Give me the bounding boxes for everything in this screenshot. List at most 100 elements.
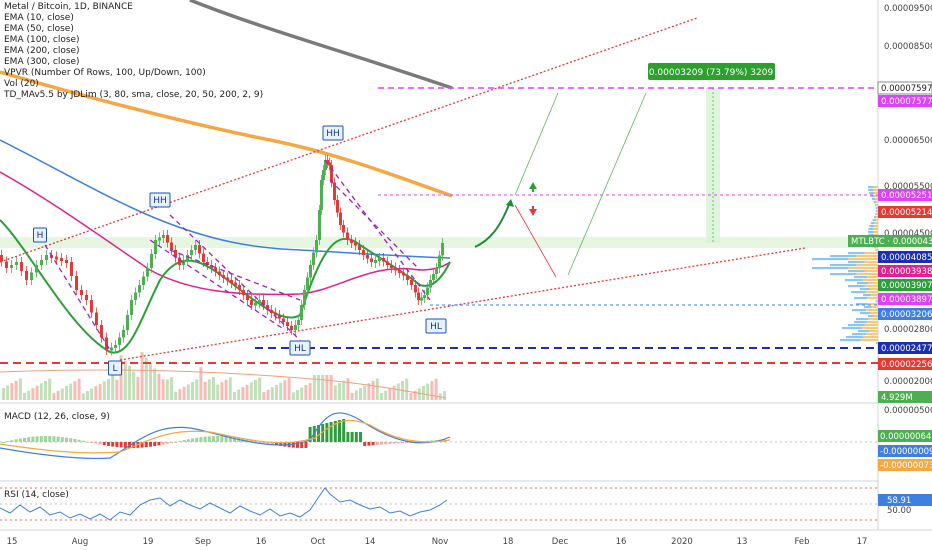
candle — [320, 180, 323, 210]
vpvr-bar — [873, 186, 878, 189]
candle — [423, 295, 426, 298]
vpvr-bar — [877, 210, 878, 213]
macd-histogram-bar — [23, 437, 26, 442]
volume-bar — [262, 392, 266, 400]
price-label: 0.00007597 — [881, 84, 932, 94]
volume-bar — [39, 383, 43, 400]
indicator-ema10[interactable]: EMA (10, close) — [4, 13, 74, 23]
macd-histogram-bar — [65, 437, 68, 442]
volume-bar — [140, 352, 144, 400]
candle — [100, 325, 103, 338]
volume-bar — [170, 377, 173, 400]
pattern-label-box — [425, 318, 447, 334]
volume-bar — [98, 383, 102, 400]
indicator-ema50[interactable]: EMA (50, close) — [4, 24, 74, 34]
volume-bar — [149, 363, 152, 400]
macd-histogram-bar — [300, 442, 304, 448]
macd-histogram-bar — [144, 442, 148, 448]
rsi-tick-label: 50.00 — [887, 506, 911, 516]
time-axis[interactable]: 15 Aug 19 Sep 16 Oct 14 Nov 18 Dec 16 2020 13 Feb 17 — [7, 537, 868, 547]
volume-bar — [161, 379, 165, 400]
candle — [426, 287, 429, 295]
price-label: 0.00004085 — [881, 253, 932, 263]
price-label: 0.00003907 — [881, 281, 932, 291]
price-label-bg — [848, 235, 932, 247]
volume-bar — [174, 391, 178, 400]
x-tick-label: Feb — [794, 537, 809, 547]
vpvr-bar — [873, 201, 877, 204]
indicator-ema200[interactable]: EMA (200, close) — [4, 46, 80, 56]
macd-histogram-bar — [363, 442, 367, 446]
volume-bar — [304, 385, 308, 400]
candle — [417, 292, 420, 300]
price-label: 0.00003897 — [881, 295, 932, 305]
macd-histogram-bar — [35, 436, 39, 442]
candle — [114, 345, 117, 348]
volume-bar — [128, 366, 131, 400]
macd-label[interactable]: MACD (12, 26, close, 9) — [4, 412, 110, 422]
volume-bar — [291, 392, 295, 400]
pattern-label-box — [289, 340, 311, 356]
x-tick-label: Aug — [72, 537, 89, 547]
candle — [429, 280, 432, 288]
indicator-tdma[interactable]: TD_MAv5.5 by JDLim (3, 80, sma, close, 2… — [4, 90, 264, 100]
price-axis[interactable]: 0.00009500 0.00008500 0.00006500 0.00005500… — [848, 4, 932, 516]
vpvr-bar — [875, 213, 877, 216]
macd-line — [0, 412, 451, 460]
indicator-vpvr[interactable]: VPVR (Number Of Rows, 100, Up/Down, 100) — [4, 68, 206, 78]
volume-bar — [132, 371, 136, 400]
macd-histogram-bar — [157, 442, 161, 446]
indicator-ema300[interactable]: EMA (300, close) — [4, 57, 80, 67]
candle — [406, 275, 409, 280]
candle — [420, 297, 423, 301]
indicator-ema100[interactable]: EMA (100, close) — [4, 35, 80, 45]
pattern-label: H — [37, 231, 44, 241]
current-price-band — [0, 237, 878, 248]
volume-bar — [359, 388, 362, 400]
candle — [435, 268, 438, 274]
pattern-label-box — [108, 360, 122, 376]
candle — [362, 250, 365, 255]
volume-bar — [119, 355, 123, 400]
volume-bar — [371, 380, 375, 400]
vpvr-bar — [873, 231, 878, 234]
volume-bar — [123, 360, 127, 400]
candle — [154, 240, 157, 254]
pattern-label: HL — [430, 322, 442, 332]
volume-bar — [212, 377, 215, 400]
volume-bar — [388, 388, 392, 400]
vpvr-bar — [848, 324, 865, 327]
volume-bar — [333, 385, 337, 400]
candle — [122, 330, 125, 338]
candle — [266, 305, 269, 310]
price-label: MTLBTC · 0.00004373 — [851, 237, 932, 247]
vpvr-bar — [872, 198, 876, 201]
candle — [410, 280, 413, 285]
candle — [150, 254, 153, 268]
candle — [15, 262, 18, 265]
candle — [45, 255, 48, 260]
vpvr-bar — [852, 333, 867, 336]
candle — [105, 337, 108, 350]
macd-histogram-bar — [69, 438, 73, 442]
candle — [25, 271, 28, 280]
vpvr-bar — [872, 219, 876, 222]
macd-histogram-bar — [354, 432, 358, 442]
volume-bar — [434, 378, 438, 400]
volume-ma-line — [0, 369, 447, 399]
vpvr-bar — [875, 342, 878, 345]
macd-histogram-bar — [317, 425, 320, 442]
vpvr-bar — [875, 300, 877, 303]
rsi-label[interactable]: RSI (14, close) — [4, 490, 69, 500]
volume-bar — [35, 385, 39, 400]
candle — [262, 300, 265, 305]
indicator-vol[interactable]: Vol (20) — [4, 79, 39, 89]
volume-bar — [69, 383, 73, 400]
vpvr-bar — [851, 291, 866, 294]
macd-histogram-bar — [249, 439, 253, 442]
volume-bar — [363, 385, 367, 400]
volume-bar — [426, 383, 430, 400]
pattern-label-box — [33, 227, 47, 243]
candle — [330, 165, 333, 183]
